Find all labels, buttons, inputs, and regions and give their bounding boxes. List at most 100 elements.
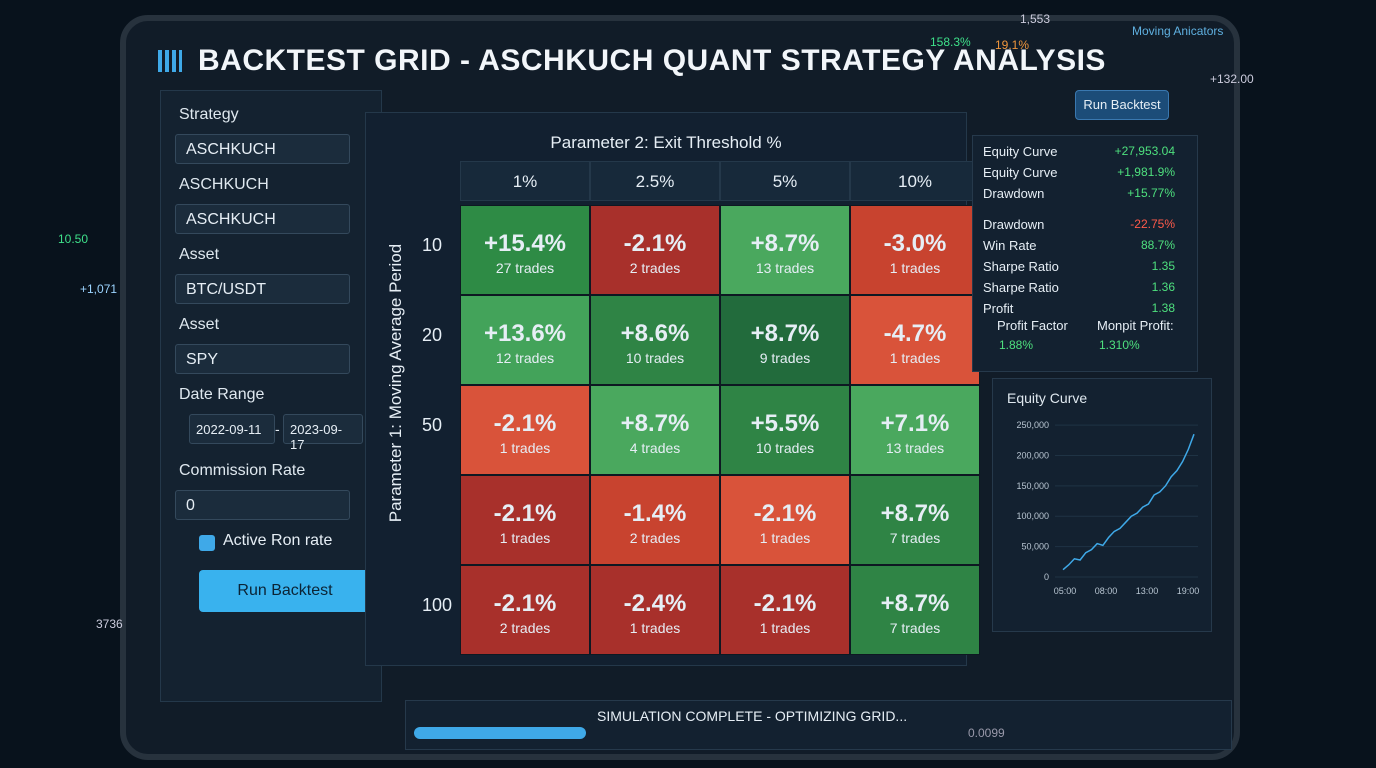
cell-return: +8.7% <box>750 320 820 347</box>
bg-label: 1,553 <box>1020 12 1051 26</box>
grid-cell[interactable]: -3.0% 1 trades <box>850 205 980 295</box>
cell-trades: 9 trades <box>759 350 811 366</box>
grid-cell[interactable]: +8.7% 13 trades <box>720 205 850 295</box>
grid-cell[interactable]: +8.7% 9 trades <box>720 295 850 385</box>
cell-trades: 2 trades <box>499 620 551 636</box>
grid-cell[interactable]: +8.6% 10 trades <box>590 295 720 385</box>
number-input[interactable]: 0 <box>175 490 350 520</box>
date-sep: - <box>275 421 280 437</box>
cell-return: -2.1% <box>493 500 557 527</box>
cell-return: +7.1% <box>880 410 950 437</box>
cell-return: -2.4% <box>623 590 687 617</box>
field-label: Date Range <box>179 386 265 403</box>
grid-cell[interactable]: -4.7% 1 trades <box>850 295 980 385</box>
grid-cell[interactable]: -2.1% 1 trades <box>460 385 590 475</box>
stat-value: 1.36 <box>1151 280 1175 294</box>
bg-label: 19.1% <box>995 38 1030 52</box>
select[interactable]: ASCHKUCH <box>175 134 350 164</box>
grid-cell[interactable]: -1.4% 2 trades <box>590 475 720 565</box>
run-backtest[interactable]: Run Backtest <box>199 570 371 612</box>
status: SIMULATION COMPLETE - OPTIMIZING GRID... <box>597 708 908 724</box>
cell-trades: 27 trades <box>495 260 555 276</box>
sidebar: Strategy ASCHKUCH ASCHKUCH ASCHKUCH Asset BTC… <box>160 90 382 702</box>
bg-label: 10.50 <box>58 232 89 246</box>
cell-trades: 13 trades <box>755 260 815 276</box>
cell-return: -4.7% <box>883 320 947 347</box>
stat-value: 1.88% <box>999 338 1034 352</box>
grid-cell[interactable]: -2.1% 2 trades <box>460 565 590 655</box>
grid-cell[interactable]: +5.5% 10 trades <box>720 385 850 475</box>
run-backtest-top[interactable]: Run Backtest <box>1075 90 1169 120</box>
grid-cell[interactable]: +13.6% 12 trades <box>460 295 590 385</box>
cell-trades: 1 trades <box>499 440 551 456</box>
stat-value: 1.38 <box>1151 301 1175 315</box>
stat-value: +1,981.9% <box>1117 165 1175 179</box>
select[interactable]: BTC/USDT <box>175 274 350 304</box>
cell-trades: 12 trades <box>495 350 555 366</box>
stat-label: Sharpe Ratio <box>983 280 1059 295</box>
cell-return: -2.1% <box>493 590 557 617</box>
footer <box>405 700 1232 750</box>
cell-trades: 1 trades <box>629 620 681 636</box>
equity-panel: Equity Curve 250,000 200,000 150,000 100,000… <box>992 378 1212 632</box>
field-label: ASCHKUCH <box>179 176 269 193</box>
cell-trades: 1 trades <box>889 350 941 366</box>
checkbox-label: Active Ron rate <box>223 532 333 549</box>
cell-trades: 7 trades <box>889 620 941 636</box>
y-tick-label: 0 <box>1044 572 1049 582</box>
equity-chart: Equity Curve 250,000 200,000 150,000 100,000… <box>1007 390 1200 596</box>
select[interactable]: ASCHKUCH <box>175 204 350 234</box>
select[interactable]: SPY <box>175 344 350 374</box>
cell-trades: 1 trades <box>759 530 811 546</box>
column-header: 1% <box>460 161 590 201</box>
grid-cell[interactable]: +8.7% 4 trades <box>590 385 720 475</box>
stat-value: +27,953.04 <box>1114 144 1175 158</box>
bg-label: +132.00 <box>1210 72 1254 86</box>
bg-label: +1,071 <box>80 282 118 296</box>
grid-cell[interactable]: +15.4% 27 trades <box>460 205 590 295</box>
checkbox[interactable] <box>199 535 215 551</box>
grid-cell[interactable]: -2.1% 1 trades <box>460 475 590 565</box>
date-from[interactable]: 2022-09-11 <box>189 414 275 444</box>
stat-label: Equity Curve <box>983 144 1058 159</box>
x-tick-label: 19:00 <box>1177 586 1200 596</box>
grid-cell[interactable]: -2.4% 1 trades <box>590 565 720 655</box>
row-header: 50 <box>422 415 443 435</box>
grid-cell[interactable]: -2.1% 2 trades <box>590 205 720 295</box>
y-tick-label: 100,000 <box>1016 511 1049 521</box>
y-tick-label: 50,000 <box>1021 542 1049 552</box>
cell-trades: 1 trades <box>759 620 811 636</box>
cell-trades: 10 trades <box>625 350 685 366</box>
field-label: Commission Rate <box>179 462 306 479</box>
grid-cell[interactable]: -2.1% 1 trades <box>720 565 850 655</box>
stat-value: +15.77% <box>1127 186 1175 200</box>
stat-label: Monpit Profit: <box>1097 318 1174 333</box>
field-label: Asset <box>179 246 220 263</box>
cell-return: -2.1% <box>753 590 817 617</box>
stat-label: Profit <box>983 301 1014 316</box>
cell-trades: 2 trades <box>629 260 681 276</box>
cell-return: +8.7% <box>750 230 820 257</box>
equity-line <box>1062 433 1195 571</box>
cell-trades: 2 trades <box>629 530 681 546</box>
y-tick-label: 150,000 <box>1016 481 1049 491</box>
grid-cell[interactable]: +8.7% 7 trades <box>850 565 980 655</box>
cell-return: -2.1% <box>753 500 817 527</box>
row-title: Parameter 1: Moving Average Period <box>386 243 405 523</box>
grid-cell[interactable]: -2.1% 1 trades <box>720 475 850 565</box>
grid-cell[interactable]: +8.7% 7 trades <box>850 475 980 565</box>
date-to[interactable]: 2023-09-17 <box>283 414 363 452</box>
cell-return: +5.5% <box>750 410 820 437</box>
grid-icon <box>158 50 182 72</box>
y-tick-label: 200,000 <box>1016 450 1049 460</box>
stat-label: Sharpe Ratio <box>983 259 1059 274</box>
column-header: 5% <box>720 161 850 201</box>
cell-trades: 10 trades <box>755 440 815 456</box>
bg-label: 158.3% <box>930 35 971 49</box>
grid-cell[interactable]: +7.1% 13 trades <box>850 385 980 475</box>
cell-return: +15.4% <box>483 230 567 257</box>
cell-return: +13.6% <box>483 320 567 347</box>
cell-return: +8.7% <box>880 500 950 527</box>
cell-trades: 1 trades <box>499 530 551 546</box>
